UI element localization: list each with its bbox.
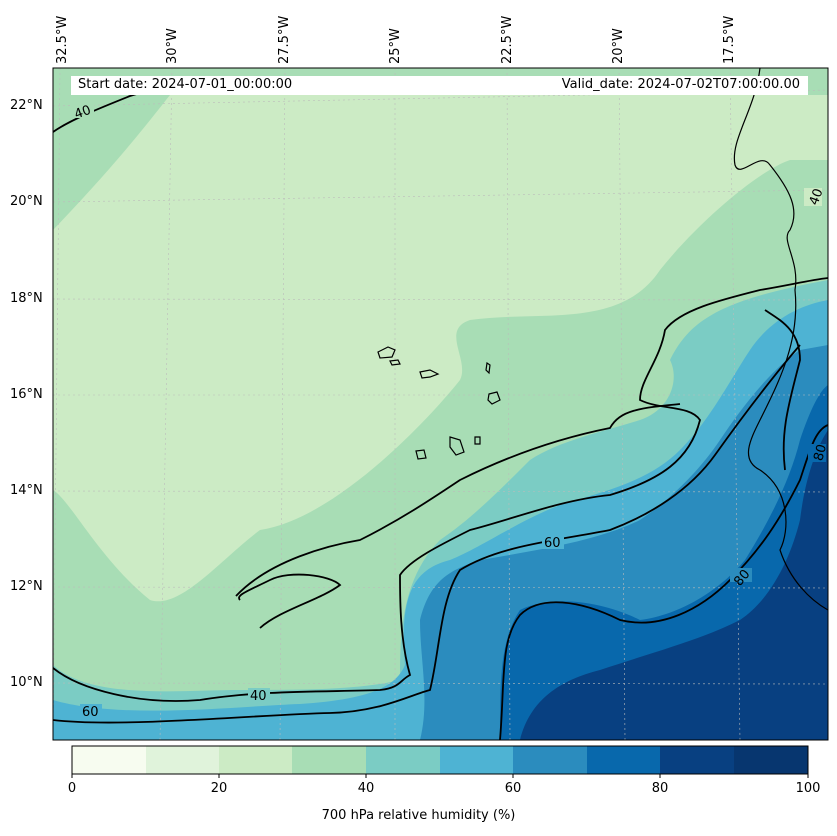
- colorbar-tick: 80: [651, 781, 669, 796]
- contour-label: 60: [82, 705, 99, 720]
- africa-coast: [733, 68, 828, 611]
- coastlines: [377, 68, 828, 611]
- valid-date-text: Valid_date: 2024-07-02T07:00:00.00: [561, 77, 800, 92]
- fill-band-80-90: [520, 430, 828, 740]
- cape-verde-sal: [485, 361, 491, 375]
- cape-verde-santo-antao: [377, 346, 396, 359]
- cape-verde-sao-vicente: [389, 359, 401, 366]
- cape-verde-sao-nicolau: [419, 369, 440, 379]
- contour-label: 40: [72, 103, 93, 123]
- lon-label: 27.5°W: [277, 15, 292, 64]
- lat-label: 16°N: [10, 387, 43, 402]
- lat-label: 12°N: [10, 579, 43, 594]
- map-panel: 40 40 40 60 60 80 80: [53, 68, 830, 740]
- lon-label: 17.5°W: [722, 15, 737, 64]
- colorbar: [71, 745, 809, 778]
- label-bg: [542, 535, 564, 549]
- label-bg: [72, 104, 94, 118]
- lon-label: 30°W: [165, 28, 180, 64]
- label-bg: [80, 704, 102, 718]
- contour-label: 60: [544, 536, 561, 551]
- colorbar-tick: 40: [357, 781, 375, 796]
- cape-verde-fogo: [415, 449, 427, 460]
- cape-verde-santiago: [449, 436, 465, 456]
- label-bg: [248, 688, 270, 702]
- colorbar-tick: 0: [67, 781, 77, 796]
- lon-label: 20°W: [611, 28, 626, 64]
- start-date-text: Start date: 2024-07-01_00:00:00: [78, 77, 293, 92]
- contour-40-tongue: [238, 573, 342, 629]
- label-bg: [808, 444, 826, 462]
- lon-label: 25°W: [388, 28, 403, 64]
- lat-label: 18°N: [10, 291, 43, 306]
- contour-80-east: [764, 309, 801, 471]
- colorbar-tick: 20: [210, 781, 228, 796]
- contour-60: [53, 344, 801, 724]
- map-frame: [52, 67, 829, 741]
- contour-labels: 40 40 40 60 60 80 80: [72, 103, 830, 720]
- colorbar-tick: 60: [504, 781, 522, 796]
- lon-label: 32.5°W: [55, 15, 70, 64]
- contour-80: [499, 424, 828, 740]
- lat-label: 22°N: [10, 98, 43, 113]
- lat-label: 14°N: [10, 483, 43, 498]
- contour-40-main: [53, 277, 828, 702]
- contour-label: 80: [811, 443, 830, 463]
- contour-label: 40: [807, 187, 827, 208]
- label-bg: [804, 188, 822, 206]
- lon-label: 22.5°W: [500, 15, 515, 64]
- lat-label: 10°N: [10, 675, 43, 690]
- cape-verde-boa-vista: [487, 391, 501, 405]
- contour-lines: [53, 89, 828, 740]
- label-bg: [730, 568, 752, 582]
- contour-40-west: [235, 403, 681, 597]
- cape-verde-maio: [474, 436, 481, 445]
- date-header: Start date: 2024-07-01_00:00:00 Valid_da…: [71, 76, 808, 95]
- lat-label: 20°N: [10, 194, 43, 209]
- colorbar-tick: 100: [795, 781, 821, 796]
- contour-label: 40: [250, 689, 267, 704]
- colorbar-label: 700 hPa relative humidity (%): [321, 808, 516, 823]
